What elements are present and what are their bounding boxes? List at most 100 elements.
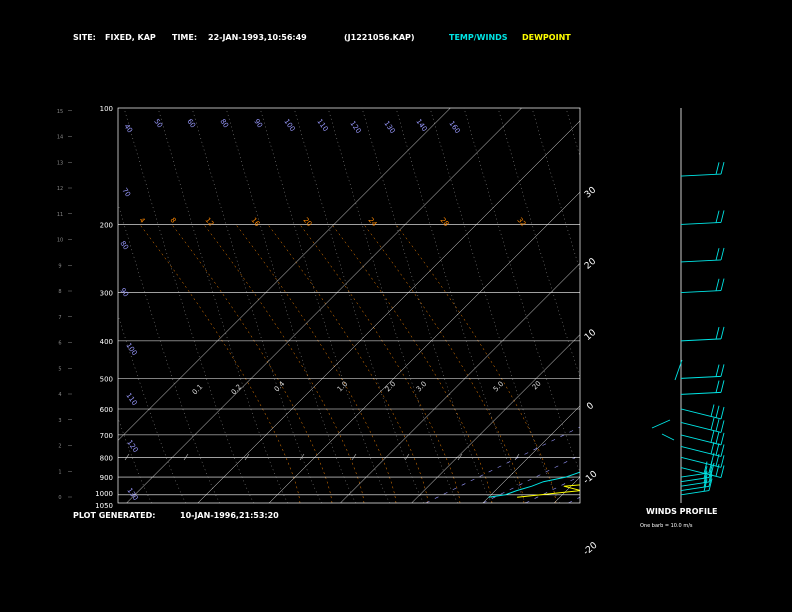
mixing-ratio-label: 20 bbox=[531, 379, 543, 391]
pressure-tick-label: 700 bbox=[100, 432, 113, 440]
mixing-ratio-line bbox=[611, 378, 792, 503]
dry-adiabat-line bbox=[361, 108, 493, 503]
legend-temp-winds: TEMP/WINDS bbox=[449, 33, 508, 42]
wind-barb-staff bbox=[680, 290, 722, 294]
isotherm-right-label: -20 bbox=[582, 540, 600, 557]
wind-barb-flag bbox=[715, 419, 720, 432]
time-value: 22-JAN-1993,10:56:49 bbox=[208, 33, 307, 42]
mixing-ratio-label: 0.1 bbox=[191, 383, 205, 397]
moist-adiabat-label: 32 bbox=[515, 216, 527, 228]
wind-barb-flag bbox=[720, 326, 725, 339]
pressure-tick-label: 400 bbox=[100, 338, 113, 346]
winds-barb-note: One barb = 10.0 m/s bbox=[640, 523, 693, 529]
pressure-tick-label: 1000 bbox=[95, 490, 113, 498]
dry-adiabat-line bbox=[497, 108, 580, 378]
moist-adiabat-label: 8 bbox=[168, 216, 177, 225]
time-label: TIME: bbox=[172, 33, 198, 42]
pressure-tick-label: 500 bbox=[100, 375, 113, 383]
moist-adiabat-label: 4 bbox=[137, 216, 146, 225]
wind-barb-flag bbox=[720, 364, 725, 377]
height-tick-label: 8 bbox=[58, 289, 61, 295]
height-tick-label: 6 bbox=[58, 341, 61, 347]
isotherm-line bbox=[118, 108, 451, 441]
wind-barb-staff bbox=[680, 408, 722, 420]
wind-barb-flag bbox=[720, 247, 725, 261]
wind-barb-flag bbox=[720, 210, 725, 223]
mixing-ratio-line bbox=[482, 454, 580, 503]
pressure-tick-label: 600 bbox=[100, 406, 113, 414]
wind-barb-flag bbox=[715, 278, 720, 291]
height-tick-label: 3 bbox=[58, 418, 61, 424]
wind-barb-staff bbox=[680, 490, 710, 496]
wind-barb-flag bbox=[715, 162, 720, 175]
isotherm-line bbox=[411, 334, 580, 503]
dry-adiabat-line bbox=[259, 108, 391, 503]
moist-adiabat-line bbox=[331, 224, 493, 503]
pressure-tick-label: 100 bbox=[100, 105, 113, 113]
wind-barb-staff bbox=[680, 338, 722, 342]
wind-barb-flag bbox=[710, 430, 715, 443]
dry-adiabat-label: 110 bbox=[124, 392, 138, 408]
moist-adiabat-label: 28 bbox=[438, 216, 450, 228]
wind-barb-staff bbox=[680, 467, 722, 478]
height-tick-label: 4 bbox=[58, 392, 61, 398]
isotherm-right-label: -10 bbox=[582, 469, 600, 486]
dry-adiabat-label: 80 bbox=[218, 118, 230, 130]
wind-barb-flag bbox=[720, 432, 725, 445]
mixing-ratio-tick bbox=[457, 453, 463, 461]
dry-adiabat-line bbox=[118, 203, 221, 503]
dry-adiabat-line bbox=[293, 108, 425, 503]
pressure-tick-label: 200 bbox=[100, 221, 113, 229]
mixing-ratio-label: 3.0 bbox=[415, 380, 429, 394]
moist-adiabat-line bbox=[363, 224, 525, 503]
height-tick-label: 1 bbox=[58, 469, 61, 475]
wind-barb-staff bbox=[680, 434, 722, 446]
wind-barb-flag bbox=[720, 278, 725, 291]
wind-barb-flag bbox=[720, 380, 725, 393]
wind-barb-flag bbox=[720, 444, 725, 457]
dry-adiabat-label: 40 bbox=[122, 123, 134, 135]
height-tick-label: 0 bbox=[58, 495, 61, 501]
dry-adiabat-label: 110 bbox=[315, 118, 329, 134]
wind-barb-flag bbox=[720, 465, 725, 478]
height-tick-label: 15 bbox=[57, 109, 63, 115]
dry-adiabat-label: 70 bbox=[120, 187, 132, 199]
dry-adiabat-line bbox=[157, 108, 289, 503]
dry-adiabat-label: 130 bbox=[382, 120, 396, 136]
dry-adiabat-line bbox=[191, 108, 323, 503]
wind-barb-flag bbox=[703, 474, 708, 488]
wind-barb-flag bbox=[708, 478, 713, 491]
dry-adiabat-label: 90 bbox=[118, 287, 130, 299]
isotherm-right-label: 20 bbox=[583, 256, 598, 271]
wind-barb-staff bbox=[674, 359, 683, 381]
dry-adiabat-label: 100 bbox=[282, 118, 296, 134]
isotherm-line bbox=[625, 108, 792, 503]
wind-barb-flag bbox=[710, 417, 715, 431]
height-tick-label: 9 bbox=[58, 263, 61, 269]
plot-frame bbox=[117, 107, 581, 504]
moist-adiabat-line bbox=[299, 224, 461, 503]
moist-adiabat-line bbox=[235, 224, 397, 503]
wind-barb-staff bbox=[680, 456, 722, 468]
mixing-ratio-line bbox=[732, 378, 792, 503]
wind-barb-staff bbox=[651, 419, 671, 429]
wind-barb-flag bbox=[703, 479, 708, 492]
moist-adiabat-label: 16 bbox=[249, 216, 261, 228]
wind-barb-flag bbox=[715, 327, 720, 340]
moist-adiabat-label: 12 bbox=[203, 216, 215, 228]
dry-adiabat-line bbox=[327, 108, 459, 503]
wind-barb-flag bbox=[720, 420, 725, 433]
moist-adiabat-label: 24 bbox=[366, 216, 378, 228]
mixing-ratio-tick bbox=[514, 453, 520, 461]
wind-barb-staff bbox=[680, 391, 722, 395]
dry-adiabat-label: 50 bbox=[152, 118, 164, 130]
pressure-tick-label: 300 bbox=[100, 290, 113, 298]
isotherm-line bbox=[197, 120, 580, 503]
height-tick-label: 7 bbox=[58, 315, 61, 321]
dry-adiabat-label: 120 bbox=[125, 439, 139, 455]
wind-barb-flag bbox=[710, 404, 715, 417]
wind-barb-flag bbox=[720, 162, 725, 175]
height-tick-label: 14 bbox=[57, 135, 63, 141]
winds-profile-title: WINDS PROFILE bbox=[646, 507, 718, 516]
height-tick-label: 2 bbox=[58, 444, 61, 450]
